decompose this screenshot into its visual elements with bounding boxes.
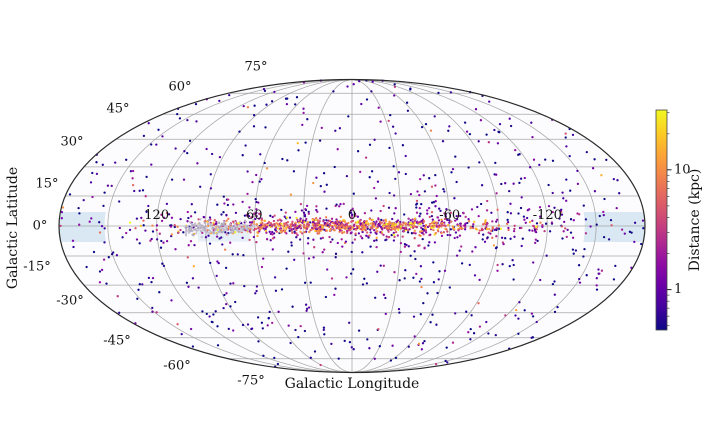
map-outline [58, 78, 646, 374]
longitude-tick-label: -120 [533, 208, 562, 223]
latitude-tick-label: 60° [168, 80, 191, 95]
latitude-tick-label: 45° [106, 102, 129, 117]
colorbar-tick-label: 10 [674, 162, 691, 177]
colorbar-ticks: 1 10 [667, 112, 691, 327]
highlight-region [583, 211, 645, 243]
longitude-tick-label: 120 [144, 208, 169, 223]
colorbar: 1 10 Distance (kpc) [655, 109, 703, 331]
x-axis-label: Galactic Longitude [285, 376, 420, 392]
latitude-tick-label: -60° [163, 359, 190, 374]
longitude-tick-label: -60 [439, 208, 460, 223]
scatter-points [59, 79, 645, 368]
colorbar-label: Distance (kpc) [687, 169, 703, 272]
latitude-tick-label: 75° [244, 60, 267, 75]
longitude-tick-label: 60 [246, 208, 263, 223]
colorbar-tick-label: 1 [674, 282, 682, 297]
latitude-tick-label: -45° [103, 334, 130, 349]
latitude-tick-label: 0° [33, 219, 48, 234]
latitude-tick-label: -30° [56, 294, 83, 309]
colorbar-gradient [655, 109, 668, 331]
highlight-region [59, 211, 107, 243]
latitude-tick-label: -15° [23, 260, 50, 275]
map-area [59, 79, 645, 373]
latitude-tick-label: 15° [35, 177, 58, 192]
y-axis-label: Galactic Latitude [5, 167, 21, 289]
longitude-tick-label: 0 [348, 208, 356, 223]
tick-labels: 75° 60° 45° 30° 15° 0° -15° -30° -45° -60° -75° 120… [23, 60, 562, 389]
latitude-tick-label: -75° [237, 374, 264, 389]
latitude-tick-label: 30° [60, 135, 83, 150]
